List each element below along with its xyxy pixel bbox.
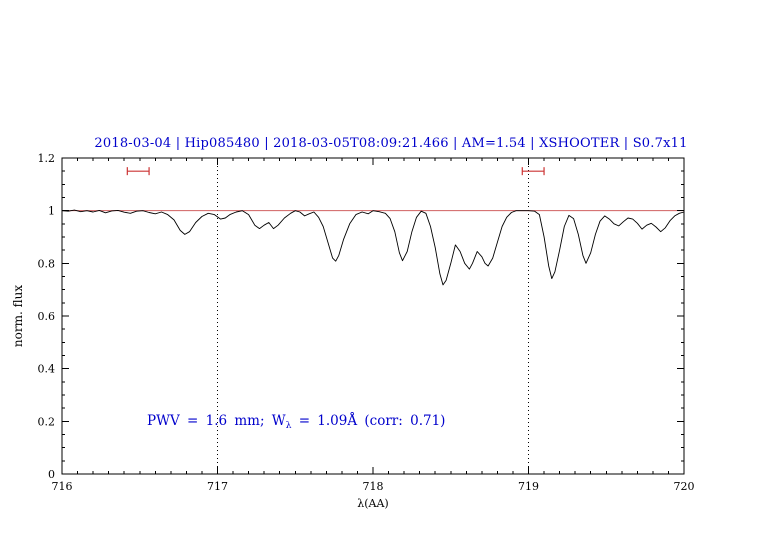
x-tick-label: 716 <box>52 480 73 493</box>
x-tick-label: 718 <box>363 480 384 493</box>
plot-layers: 716 717 718 719 720 0 0.2 0.4 0.6 0.8 1 1.2 <box>38 152 695 493</box>
pwv-annotation-text: PWV = 1.6 mm; W <box>147 413 286 429</box>
pwv-annotation: PWV = 1.6 mm; Wλ = 1.09Å (corr: 0.71) <box>147 413 445 431</box>
y-tick-label: 0.6 <box>38 310 56 323</box>
y-tick-label: 1.2 <box>38 152 56 165</box>
axes-frame <box>61 157 685 475</box>
y-tick-label: 0.4 <box>38 363 56 376</box>
y-tick-label: 1 <box>48 205 55 218</box>
x-tick-label: 720 <box>674 480 695 493</box>
interval-marker <box>126 167 150 176</box>
spectrum-line <box>61 209 685 286</box>
pwv-annotation-subscript: λ <box>286 421 292 431</box>
pwv-annotation-text: = 1.09Å (corr: 0.71) <box>291 413 445 429</box>
plot-title: 2018-03-04 | Hip085480 | 2018-03-05T08:0… <box>94 136 688 151</box>
x-tick-label: 719 <box>518 480 539 493</box>
y-tick-label: 0.2 <box>38 415 56 428</box>
y-tick-label: 0.8 <box>38 257 56 270</box>
y-tick-label: 0 <box>48 468 55 481</box>
x-tick-label: 717 <box>207 480 228 493</box>
y-axis-label: norm. flux <box>11 285 25 347</box>
interval-marker <box>521 167 545 176</box>
x-axis-label: λ(AA) <box>357 497 388 510</box>
